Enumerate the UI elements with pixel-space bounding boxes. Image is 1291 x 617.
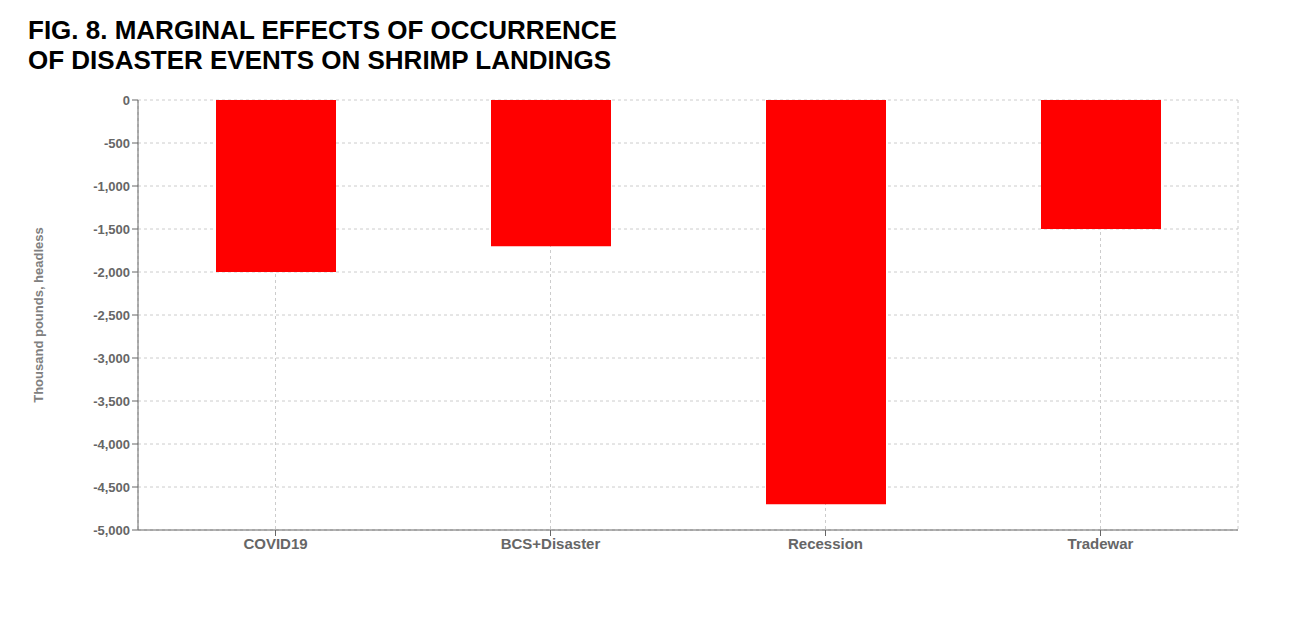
- svg-text:0: 0: [123, 92, 130, 107]
- html-text:FIG. 8. MARGINAL EFFECTS OF OC: FIG. 8. MARGINAL EFFECTS OF OCCURRENCE: [28, 15, 617, 45]
- svg-text:-2,500: -2,500: [93, 307, 130, 322]
- html-text:OF DISASTER EVENTS ON SHRIMP L: OF DISASTER EVENTS ON SHRIMP LANDINGS: [28, 44, 612, 75]
- svg-text:Tradewar: Tradewar: [1068, 534, 1134, 551]
- svg-text:Thousand pounds, headless: Thousand pounds, headless: [31, 227, 46, 403]
- svg-text:-500: -500: [104, 135, 130, 150]
- svg-text:COVID19: COVID19: [243, 534, 307, 551]
- svg-text:-3,500: -3,500: [93, 393, 130, 408]
- svg-text:-4,500: -4,500: [93, 479, 130, 494]
- svg-text:-4,000: -4,000: [93, 436, 130, 451]
- svg-text:Recession: Recession: [788, 534, 863, 551]
- svg-text:-5,000: -5,000: [93, 522, 130, 537]
- svg-text:-2,000: -2,000: [93, 264, 130, 279]
- svg-text:-3,000: -3,000: [93, 350, 130, 365]
- svg-text:-1,000: -1,000: [93, 178, 130, 193]
- svg-text:-1,500: -1,500: [93, 221, 130, 236]
- svg-text:BCS+Disaster: BCS+Disaster: [501, 534, 601, 551]
